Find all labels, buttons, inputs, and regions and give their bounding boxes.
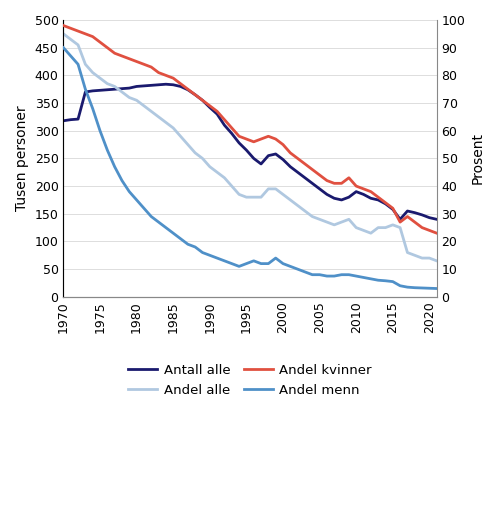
Y-axis label: Tusen personer: Tusen personer	[15, 106, 29, 211]
Y-axis label: Prosent: Prosent	[471, 132, 485, 184]
Legend: Antall alle, Andel alle, Andel kvinner, Andel menn: Antall alle, Andel alle, Andel kvinner, …	[123, 359, 377, 402]
